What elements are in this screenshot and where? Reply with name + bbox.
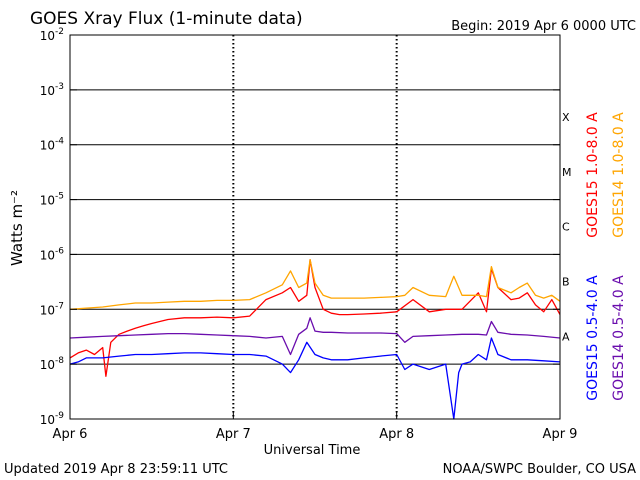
flare-class-m: M xyxy=(562,166,572,179)
series-line-2 xyxy=(69,337,561,420)
flare-class-b: B xyxy=(562,276,570,289)
series-line-1 xyxy=(69,259,561,310)
grid-lines xyxy=(70,35,560,419)
legend-goes14-long: GOES14 1.0-8.0 A xyxy=(611,112,627,238)
flare-class-c: C xyxy=(562,221,570,234)
x-axis-label: Universal Time xyxy=(264,443,361,458)
plot-frame xyxy=(69,34,561,420)
legend-goes15-long: GOES15 1.0-8.0 A xyxy=(585,112,601,238)
chart-title: GOES Xray Flux (1-minute data) xyxy=(30,9,303,29)
x-tick-label: Apr 7 xyxy=(216,427,251,442)
x-tick-label: Apr 9 xyxy=(543,427,578,442)
x-axis-ticks: Apr 6 Apr 7 Apr 8 Apr 9 xyxy=(53,411,578,442)
legend: GOES15 1.0-8.0 A GOES14 1.0-8.0 A GOES15… xyxy=(585,112,627,401)
legend-goes14-short: GOES14 0.5-4.0 A xyxy=(611,275,627,401)
flare-class-x: X xyxy=(562,111,570,124)
data-series xyxy=(69,259,561,420)
legend-goes15-short: GOES15 0.5-4.0 A xyxy=(585,275,601,401)
x-tick-label: Apr 6 xyxy=(53,427,88,442)
y-axis-label: Watts m⁻² xyxy=(8,190,26,266)
begin-time: Begin: 2019 Apr 6 0000 UTC xyxy=(451,19,636,34)
credit-text: NOAA/SWPC Boulder, CO USA xyxy=(443,462,636,477)
x-tick-label: Apr 8 xyxy=(379,427,414,442)
updated-time: Updated 2019 Apr 8 23:59:11 UTC xyxy=(4,462,228,477)
series-line-3 xyxy=(69,317,561,356)
flare-class-labels: X M C B A xyxy=(562,111,572,343)
flare-class-a: A xyxy=(562,330,570,343)
